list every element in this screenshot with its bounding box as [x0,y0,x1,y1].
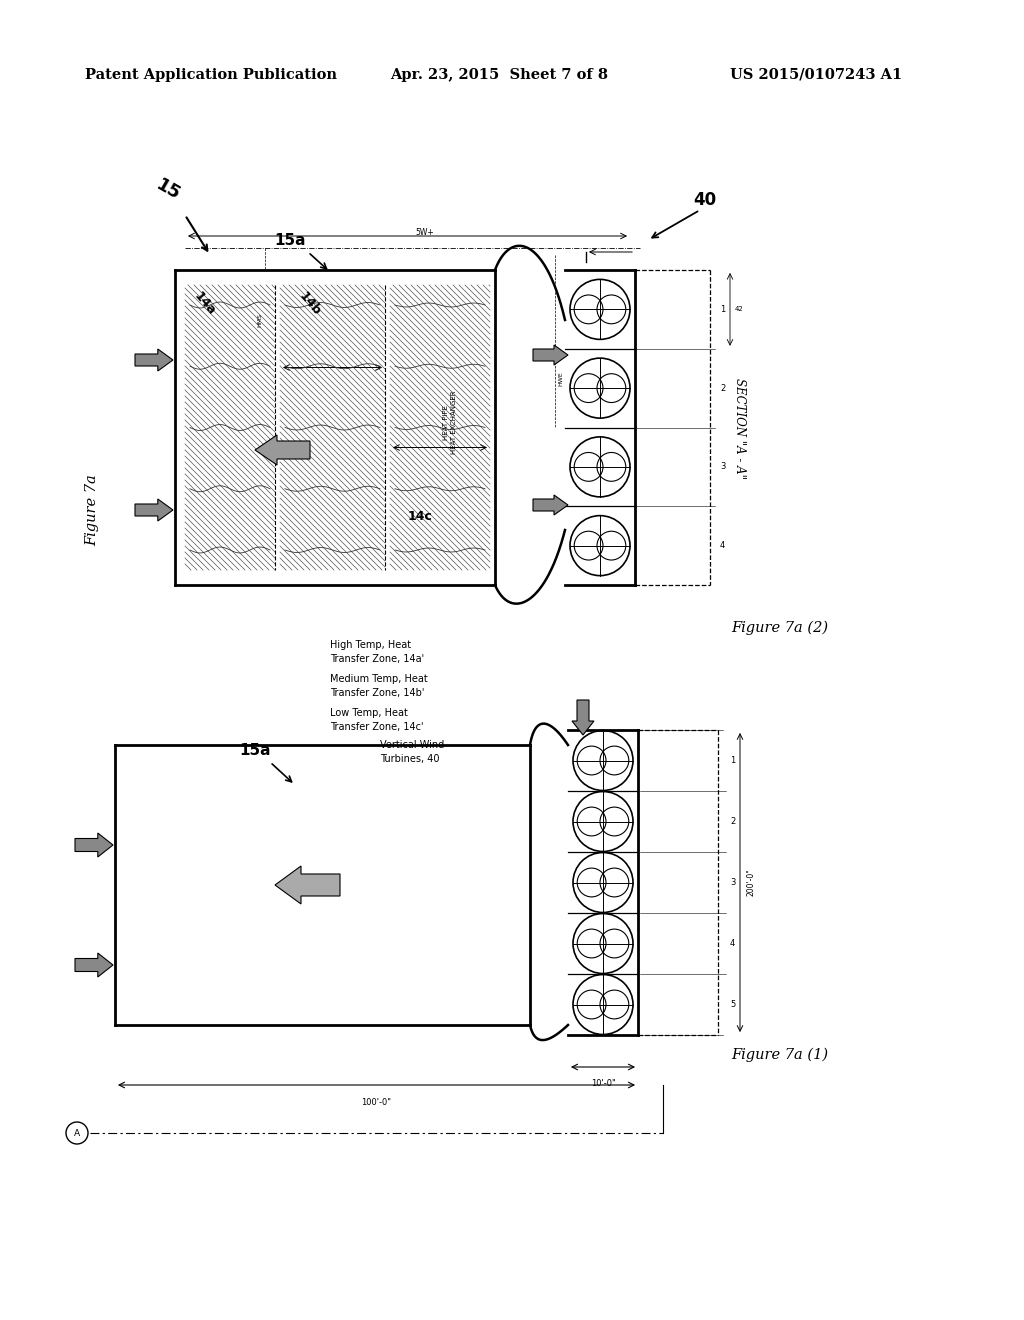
Text: Figure 7a (2): Figure 7a (2) [731,620,828,635]
Text: HEAT PIPE
HEAT EXCHANGER: HEAT PIPE HEAT EXCHANGER [443,391,457,454]
Text: 1: 1 [730,756,735,766]
Text: 3: 3 [720,462,725,471]
Text: Vertical Wind: Vertical Wind [380,741,444,750]
Polygon shape [275,866,340,904]
Text: 5W+: 5W+ [416,228,434,238]
Polygon shape [135,348,173,371]
Text: 15a: 15a [274,234,306,248]
Text: 5: 5 [730,1001,735,1008]
Text: HMS: HMS [257,313,262,327]
Polygon shape [75,953,113,977]
Text: 4: 4 [720,541,725,550]
Text: 42: 42 [735,306,743,313]
Text: Low Temp, Heat: Low Temp, Heat [330,708,408,718]
Text: US 2015/0107243 A1: US 2015/0107243 A1 [730,69,902,82]
Polygon shape [534,495,568,515]
Polygon shape [255,436,310,465]
Polygon shape [75,833,113,857]
Text: Apr. 23, 2015  Sheet 7 of 8: Apr. 23, 2015 Sheet 7 of 8 [390,69,608,82]
Text: 14b: 14b [297,289,324,318]
Text: 2: 2 [720,384,725,392]
Text: 1: 1 [720,305,725,314]
Polygon shape [135,499,173,521]
Text: 200'-0": 200'-0" [746,869,755,896]
Text: Transfer Zone, 14b': Transfer Zone, 14b' [330,688,424,698]
Text: Figure 7a: Figure 7a [85,474,99,546]
Polygon shape [572,700,594,735]
Text: Medium Temp, Heat: Medium Temp, Heat [330,675,428,684]
Text: SECTION "A - A": SECTION "A - A" [733,378,746,479]
Text: Transfer Zone, 14a': Transfer Zone, 14a' [330,653,424,664]
Text: 40: 40 [693,191,717,209]
Text: 2: 2 [730,817,735,826]
Text: HWE: HWE [558,371,563,387]
Text: 14a: 14a [191,289,218,318]
Text: 10'-0": 10'-0" [591,1078,615,1088]
Text: 14c: 14c [408,510,432,523]
Polygon shape [534,345,568,366]
Text: A: A [74,1129,80,1138]
Text: 15: 15 [153,176,183,205]
Text: Transfer Zone, 14c': Transfer Zone, 14c' [330,722,424,733]
Text: Turbines, 40: Turbines, 40 [380,754,439,764]
Text: High Temp, Heat: High Temp, Heat [330,640,411,649]
Text: Figure 7a (1): Figure 7a (1) [731,1048,828,1063]
Text: 15a: 15a [240,743,270,758]
Text: 3: 3 [730,878,735,887]
Text: 100'-0": 100'-0" [361,1098,391,1107]
Text: 4: 4 [730,939,735,948]
Text: Patent Application Publication: Patent Application Publication [85,69,337,82]
